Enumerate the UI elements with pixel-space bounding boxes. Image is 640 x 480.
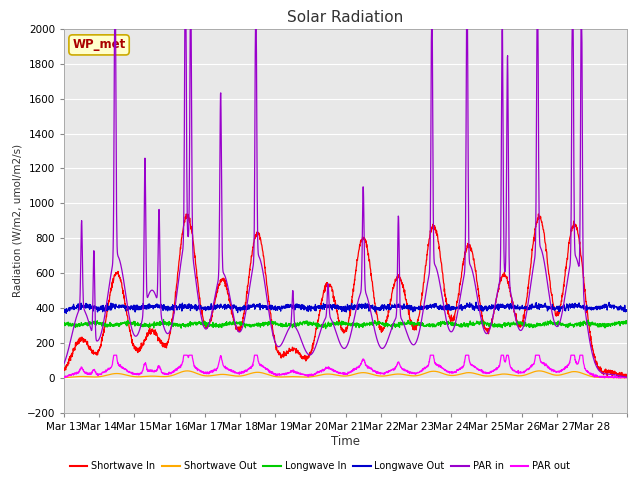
Legend: Shortwave In, Shortwave Out, Longwave In, Longwave Out, PAR in, PAR out: Shortwave In, Shortwave Out, Longwave In… <box>66 457 574 475</box>
Text: WP_met: WP_met <box>72 38 125 51</box>
Title: Solar Radiation: Solar Radiation <box>287 10 404 25</box>
X-axis label: Time: Time <box>331 434 360 448</box>
Y-axis label: Radiation (W/m2, umol/m2/s): Radiation (W/m2, umol/m2/s) <box>12 144 22 298</box>
